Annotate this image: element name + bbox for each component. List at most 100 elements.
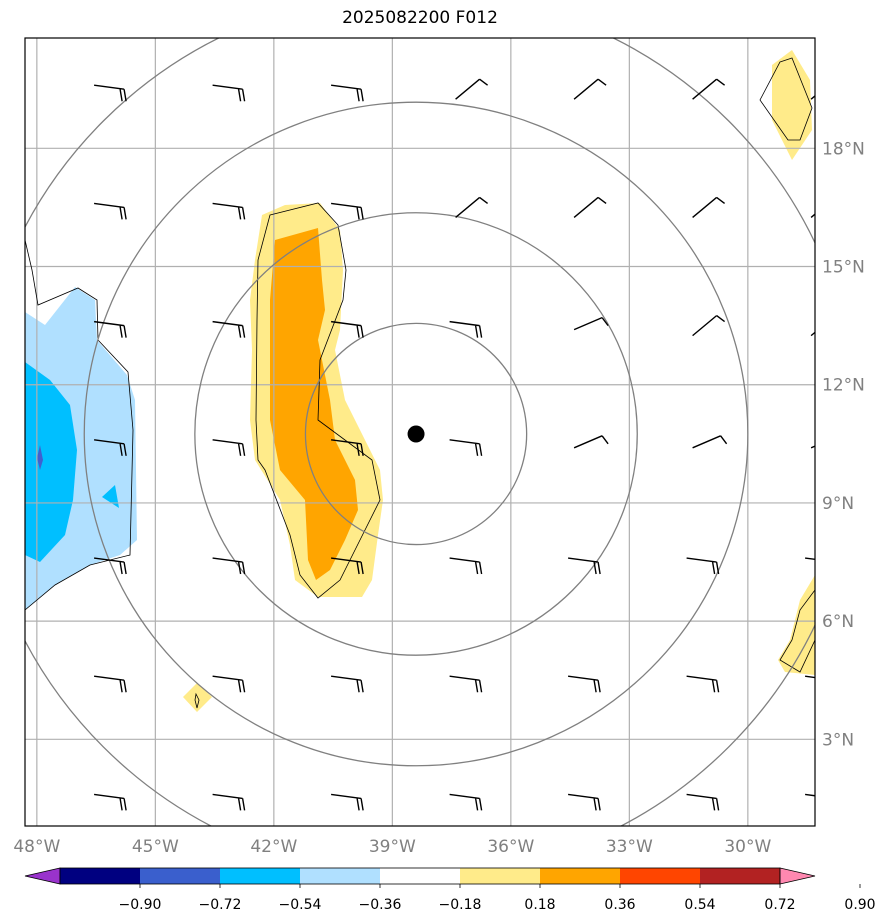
y-axis-tick-label: 6°N [822, 612, 854, 632]
wind-barb [449, 675, 483, 693]
x-axis-tick-label: 42°W [250, 837, 297, 857]
wind-barb [331, 793, 364, 811]
contour-line [25, 239, 134, 611]
y-axis-tick-label: 18°N [822, 139, 865, 159]
wind-barb [692, 435, 728, 449]
wind-barb [331, 557, 364, 575]
wind-barb [212, 202, 246, 220]
positive-anomaly-region [772, 50, 812, 160]
wind-barb [94, 84, 127, 102]
wind-barb [449, 439, 483, 456]
colorbar-segment [380, 868, 460, 884]
wind-barb [331, 84, 364, 102]
storm-center-marker [407, 425, 425, 443]
very-strong-negative-anomaly-region [37, 445, 43, 470]
colorbar-segment [60, 868, 140, 884]
wind-barb [692, 78, 726, 100]
wind-barb [331, 675, 364, 693]
colorbar [24, 867, 861, 888]
range-ring [83, 101, 749, 767]
wind-barb [449, 557, 483, 575]
colorbar-tick-label: 0.54 [684, 897, 715, 913]
wind-barb [568, 793, 601, 811]
colorbar-tick-label: 0.18 [524, 897, 555, 913]
strong-positive-anomaly-region [270, 228, 358, 580]
wind-barb [94, 793, 127, 811]
wind-barb [573, 435, 609, 449]
wind-barb [805, 557, 815, 561]
wind-barb [568, 675, 601, 693]
x-axis-tick-label: 39°W [369, 837, 416, 857]
wind-barb [455, 78, 489, 100]
wind-barb [212, 320, 246, 338]
x-axis-tick-label: 33°W [606, 837, 653, 857]
wind-barb [568, 557, 601, 575]
y-axis-tick-label: 3°N [822, 730, 854, 750]
wind-barb [331, 202, 364, 220]
contour-line [255, 202, 381, 599]
wind-barb [94, 675, 127, 693]
wind-barb [212, 675, 246, 693]
x-axis-tick-label: 36°W [487, 837, 534, 857]
map-title: 2025082200 F012 [342, 8, 498, 28]
colorbar-segment [460, 868, 540, 884]
colorbar-segment [220, 868, 300, 884]
wind-barb [810, 331, 815, 337]
range-rings [25, 38, 815, 826]
map-panel [25, 38, 815, 826]
x-axis-tick-label: 30°W [724, 837, 771, 857]
range-ring [304, 322, 528, 546]
map-frame [24, 37, 816, 827]
colorbar-tick-label: −0.72 [199, 897, 242, 913]
shaded-field-layer [25, 50, 815, 712]
wind-barb [212, 557, 246, 575]
contour-line [194, 692, 200, 709]
wind-barb [805, 793, 815, 797]
x-axis-tick-label: 48°W [13, 837, 60, 857]
contour-line [759, 57, 813, 141]
wind-barb [805, 675, 815, 679]
wind-barb [573, 196, 607, 218]
wind-barb [94, 320, 127, 338]
colorbar-tick-label: 0.72 [764, 897, 795, 913]
contour-lines [25, 57, 815, 709]
wind-barb [94, 439, 127, 456]
wind-barb [94, 557, 127, 575]
colorbar-tick-label: 0.36 [604, 897, 635, 913]
colorbar-segment [540, 868, 620, 884]
wind-barb [449, 793, 483, 811]
x-axis-tick-label: 45°W [132, 837, 179, 857]
y-axis-tick-label: 9°N [822, 494, 854, 514]
wind-barb [810, 95, 815, 100]
wind-barb [810, 445, 815, 449]
wind-barb [810, 213, 815, 218]
colorbar-tick-label: −0.54 [279, 897, 322, 913]
colorbar-segment [300, 868, 380, 884]
colorbar-segment [620, 868, 700, 884]
wind-barbs [94, 78, 815, 811]
wind-barb [212, 84, 246, 102]
wind-barb [692, 196, 726, 218]
y-axis-labels: 3°N 6°N 9°N 12°N 15°N 18°N [822, 139, 865, 750]
contour-line [779, 589, 815, 673]
wind-barb [94, 202, 127, 220]
colorbar-tick-label: −0.36 [359, 897, 402, 913]
wind-barb [331, 320, 364, 338]
colorbar-tick-label: −0.90 [119, 897, 162, 913]
wind-barb [449, 320, 483, 338]
colorbar-tick-label: −0.18 [439, 897, 482, 913]
y-axis-tick-label: 15°N [822, 258, 865, 278]
y-axis-tick-label: 12°N [822, 376, 865, 396]
wind-barb [692, 315, 726, 337]
positive-anomaly-region [778, 575, 815, 675]
colorbar-extend-low [24, 867, 61, 885]
wind-barb [573, 78, 607, 100]
colorbar-tick-labels: −0.90 −0.72 −0.54 −0.36 −0.18 0.18 0.36 0.54 0.7… [119, 897, 876, 913]
colorbar-frame [59, 867, 781, 885]
wind-barb [686, 675, 720, 693]
strong-negative-anomaly-region [25, 362, 77, 562]
colorbar-segment [700, 868, 780, 884]
wind-barb [331, 439, 364, 456]
wind-barb [212, 439, 246, 456]
